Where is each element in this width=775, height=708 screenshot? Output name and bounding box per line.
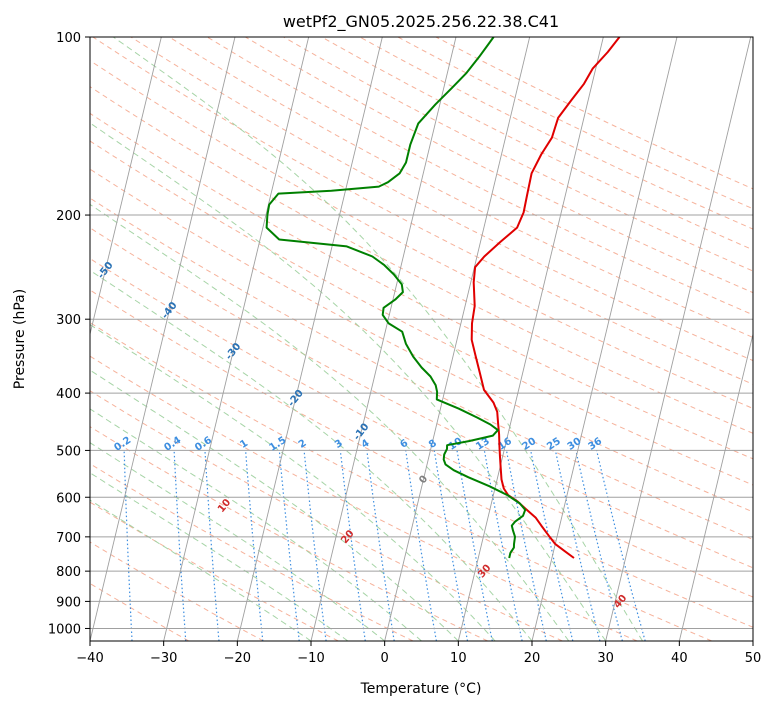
y-tick-label: 800: [56, 565, 81, 580]
plot-frame: [89, 36, 754, 642]
x-tick-label: −20: [224, 651, 251, 666]
mixing-ratio-line: [505, 450, 547, 641]
dry-adiabat-line: [90, 355, 638, 641]
moist-adiabat-line: [90, 408, 422, 641]
mixing-ratio-line: [278, 450, 300, 641]
dry-adiabat-line: [90, 501, 339, 641]
mixing-ratio-label: 8: [427, 438, 439, 451]
background-lines: [90, 37, 753, 641]
y-tick-label: 700: [56, 531, 81, 546]
mixing-ratio-line: [339, 450, 366, 641]
y-tick-label: 900: [56, 595, 81, 610]
moist-adiabat-line: [90, 269, 533, 641]
grid-lines: [90, 37, 753, 641]
x-tick-label: −10: [297, 651, 324, 666]
mixing-ratio-line: [245, 450, 264, 641]
moist-adiabat-line: [90, 472, 349, 641]
isotherm-line: [90, 37, 236, 641]
x-tick-label: 50: [745, 651, 762, 666]
mixing-ratio-line: [366, 450, 395, 641]
moist-adiabat-line: [90, 442, 385, 641]
plot-background: [90, 37, 753, 641]
x-axis-ticks: −40 −30 −20 −10 0 10 20 30 40 50: [76, 641, 761, 666]
dewpoint-line: [265, 37, 527, 559]
dry-adiabat-line: [90, 390, 563, 641]
y-tick-label: 500: [56, 444, 81, 459]
y-tick-label: 300: [56, 313, 81, 328]
y-tick-label: 600: [56, 491, 81, 506]
x-tick-label: −40: [76, 651, 103, 666]
y-tick-label: 200: [56, 209, 81, 224]
y-tick-label: 1000: [48, 622, 81, 637]
isotherm-line: [310, 37, 457, 641]
mixing-ratio-line: [405, 450, 437, 641]
isotherm-line: [605, 37, 752, 641]
dry-adiabat-line: [90, 426, 488, 641]
mixing-ratio-label: 6: [398, 438, 410, 451]
y-axis-title: Pressure (hPa): [12, 289, 28, 389]
isotherm-line: [457, 37, 604, 641]
mixing-ratio-label: 4: [360, 438, 372, 451]
moist-adiabat-line: [90, 203, 570, 641]
dry-adiabat-line: [90, 289, 753, 628]
y-axis-ticks: 100 200 300 400 500 600 700 800 900 1000: [48, 31, 90, 637]
dry-adiabat-line: [92, 37, 753, 385]
mixing-ratio-label: 3: [333, 438, 345, 451]
isotherm-line: [90, 37, 162, 337]
dry-adiabat-line: [90, 582, 190, 641]
x-tick-label: 0: [381, 651, 389, 666]
y-tick-label: 400: [56, 387, 81, 402]
isotherm-line: [384, 37, 531, 641]
profile-series: [265, 37, 621, 559]
isotherm-line: [678, 332, 753, 641]
mixing-ratio-label: 2: [297, 438, 309, 451]
isotherm-line: [236, 37, 383, 641]
mixing-ratio-line: [554, 450, 601, 641]
isotherm-label: -60: [34, 211, 54, 232]
dry-adiabat-line: [90, 257, 753, 598]
x-tick-label: 20: [524, 651, 541, 666]
isotherm-line: [752, 639, 753, 641]
isotherm-line: [531, 37, 678, 641]
x-tick-label: 40: [671, 651, 688, 666]
chart-title: wetPf2_GN05.2025.256.22.38.C41: [283, 12, 559, 32]
dry-adiabat-line: [90, 86, 753, 434]
x-tick-label: −30: [150, 651, 177, 666]
moist-adiabat-line: [90, 369, 459, 641]
dry-adiabat-line: [90, 140, 753, 486]
dry-adiabat-line: [245, 37, 753, 294]
x-tick-label: 30: [597, 651, 614, 666]
x-axis-title: Temperature (°C): [360, 681, 482, 697]
moist-adiabat-line: [90, 122, 607, 641]
mixing-ratio-line: [575, 450, 623, 641]
isotherm-line: [163, 37, 310, 641]
x-tick-label: 10: [450, 651, 467, 666]
y-tick-label: 100: [56, 31, 81, 46]
dry-adiabat-line: [168, 37, 753, 338]
mixing-ratio-label: 1: [238, 438, 250, 451]
dry-adiabat-line: [90, 227, 753, 569]
dry-adiabat-line: [90, 197, 753, 541]
mixing-ratio-line: [303, 450, 327, 641]
mixing-ratio-line: [530, 450, 574, 641]
moist-adiabat-line: [113, 37, 643, 641]
